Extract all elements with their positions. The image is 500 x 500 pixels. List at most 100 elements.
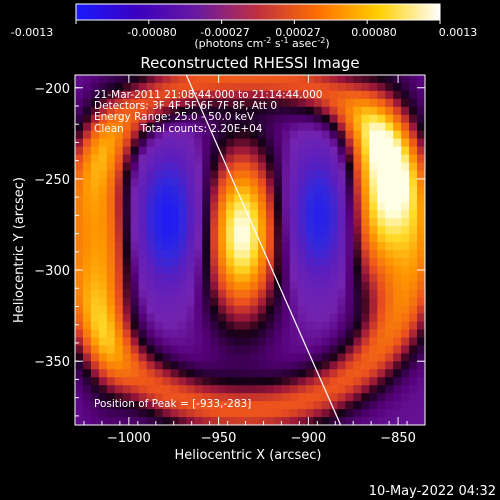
- heatmap-cell: [305, 321, 315, 331]
- heatmap-cell: [250, 401, 259, 410]
- heatmap-cell: [321, 82, 331, 92]
- heatmap-cell: [138, 194, 148, 203]
- heatmap-cell: [257, 250, 267, 259]
- heatmap-cell: [82, 289, 92, 299]
- heatmap-cell: [337, 409, 347, 418]
- heatmap-cell: [297, 305, 307, 315]
- heatmap-cell: [329, 194, 339, 203]
- heatmap-cell: [257, 114, 267, 124]
- heatmap-cell: [75, 98, 84, 108]
- heatmap-cell: [154, 98, 164, 108]
- heatmap-cell: [194, 273, 203, 283]
- heatmap-cell: [281, 138, 291, 148]
- heatmap-cell: [250, 361, 259, 370]
- heatmap-cell: [202, 361, 211, 370]
- heatmap-cell: [146, 250, 156, 259]
- heatmap-cell: [138, 82, 148, 92]
- heatmap-cell: [186, 90, 195, 100]
- heatmap-cell: [170, 242, 180, 251]
- heatmap-cell: [265, 265, 275, 275]
- heatmap-cell: [90, 361, 100, 370]
- heatmap-cell: [305, 90, 315, 100]
- heatmap-cell: [417, 242, 425, 251]
- heatmap-cell: [234, 90, 243, 100]
- heatmap-cell: [194, 202, 203, 211]
- heatmap-cell: [250, 313, 259, 323]
- heatmap-cell: [393, 106, 402, 116]
- heatmap-cell: [385, 226, 394, 235]
- heatmap-cell: [154, 305, 164, 315]
- heatmap-cell: [106, 234, 116, 243]
- heatmap-cell: [353, 353, 362, 362]
- heatmap-cell: [75, 273, 84, 283]
- heatmap-cell: [281, 170, 291, 180]
- heatmap-cell: [234, 98, 243, 108]
- heatmap-cell: [98, 329, 108, 339]
- heatmap-cell: [106, 297, 116, 307]
- heatmap-cell: [122, 75, 132, 84]
- heatmap-cell: [82, 273, 92, 283]
- heatmap-cell: [162, 321, 172, 331]
- heatmap-cell: [273, 281, 283, 291]
- heatmap-cell: [353, 305, 362, 315]
- heatmap-cell: [90, 178, 100, 187]
- heatmap-cell: [273, 417, 283, 425]
- heatmap-cell: [154, 122, 164, 132]
- heatmap-cell: [234, 353, 243, 362]
- heatmap-cell: [122, 257, 132, 267]
- heatmap-cell: [369, 90, 378, 100]
- heatmap-cell: [194, 385, 203, 394]
- heatmap-cell: [146, 146, 156, 156]
- heatmap-cell: [257, 265, 267, 275]
- heatmap-cell: [218, 361, 227, 370]
- heatmap-cell: [114, 170, 124, 180]
- heatmap-cell: [162, 369, 172, 378]
- heatmap-cell: [234, 337, 243, 347]
- heatmap-cell: [329, 178, 339, 187]
- heatmap-cell: [257, 98, 267, 108]
- heatmap-cell: [234, 186, 243, 195]
- heatmap-cell: [234, 202, 243, 211]
- heatmap-cell: [369, 377, 378, 386]
- heatmap-cell: [194, 250, 203, 259]
- heatmap-cell: [114, 154, 124, 164]
- heatmap-cell: [90, 321, 100, 331]
- heatmap-cell: [178, 289, 187, 299]
- heatmap-cell: [297, 377, 307, 386]
- heatmap-cell: [417, 313, 425, 323]
- heatmap-cell: [122, 281, 132, 291]
- heatmap-cell: [154, 250, 164, 259]
- y-axis-label: Heliocentric Y (arcsec): [12, 177, 27, 323]
- heatmap-cell: [186, 154, 195, 164]
- heatmap-cell: [146, 393, 156, 402]
- heatmap-cell: [337, 178, 347, 187]
- heatmap-cell: [202, 369, 211, 378]
- heatmap-cell: [75, 130, 84, 140]
- heatmap-cell: [138, 170, 148, 180]
- heatmap-cell: [130, 98, 140, 108]
- heatmap-cell: [385, 281, 394, 291]
- heatmap-cell: [377, 385, 386, 394]
- heatmap-cell: [130, 82, 140, 92]
- heatmap-cell: [226, 297, 235, 307]
- heatmap-cell: [289, 281, 299, 291]
- heatmap-cell: [361, 138, 370, 148]
- heatmap-cell: [305, 353, 315, 362]
- heatmap-cell: [417, 138, 425, 148]
- heatmap-cell: [194, 138, 203, 148]
- heatmap-cell: [170, 385, 180, 394]
- heatmap-cell: [218, 210, 227, 219]
- heatmap-cell: [289, 114, 299, 124]
- heatmap-cell: [377, 393, 386, 402]
- heatmap-cell: [417, 377, 425, 386]
- heatmap-cell: [385, 297, 394, 307]
- heatmap-cell: [313, 146, 323, 156]
- heatmap-cell: [242, 393, 251, 402]
- heatmap-cell: [329, 90, 339, 100]
- heatmap-cell: [273, 194, 283, 203]
- heatmap-cell: [98, 106, 108, 116]
- heatmap-cell: [98, 409, 108, 418]
- heatmap-cell: [337, 82, 347, 92]
- heatmap-cell: [194, 345, 203, 355]
- heatmap-cell: [146, 281, 156, 291]
